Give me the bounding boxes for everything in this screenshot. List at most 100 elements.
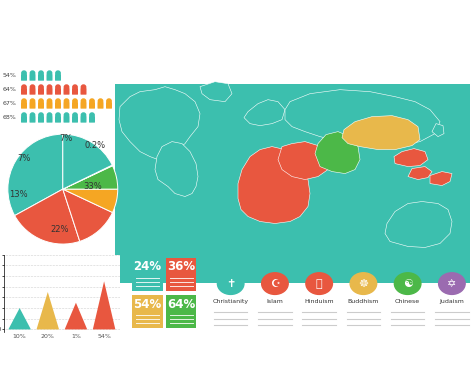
Polygon shape xyxy=(155,142,198,197)
FancyBboxPatch shape xyxy=(29,74,36,81)
FancyBboxPatch shape xyxy=(72,116,78,123)
Text: 64%: 64% xyxy=(3,87,17,92)
FancyBboxPatch shape xyxy=(38,102,44,108)
Text: 54%: 54% xyxy=(3,73,17,78)
FancyBboxPatch shape xyxy=(29,102,36,108)
Text: ✡: ✡ xyxy=(447,279,456,289)
Text: 67%: 67% xyxy=(3,101,17,106)
FancyBboxPatch shape xyxy=(81,102,86,108)
Circle shape xyxy=(56,71,60,75)
FancyBboxPatch shape xyxy=(72,102,78,108)
Circle shape xyxy=(47,71,52,75)
Text: VectorStock.com/14745865: VectorStock.com/14745865 xyxy=(344,351,460,360)
Text: 7%: 7% xyxy=(59,134,72,143)
Circle shape xyxy=(218,273,244,294)
Text: Christianity: Christianity xyxy=(213,299,249,304)
Polygon shape xyxy=(408,166,432,180)
Circle shape xyxy=(30,71,35,75)
Circle shape xyxy=(39,71,43,75)
Circle shape xyxy=(73,99,77,103)
Circle shape xyxy=(82,99,86,103)
Circle shape xyxy=(30,85,35,89)
Text: 22%: 22% xyxy=(51,225,69,234)
Text: 64%: 64% xyxy=(167,297,195,311)
FancyBboxPatch shape xyxy=(132,258,163,291)
Wedge shape xyxy=(63,134,112,189)
Circle shape xyxy=(73,113,77,117)
FancyBboxPatch shape xyxy=(46,88,53,95)
Polygon shape xyxy=(238,146,310,224)
Circle shape xyxy=(438,273,465,294)
Text: Judaism: Judaism xyxy=(439,299,465,304)
Text: ✝: ✝ xyxy=(226,279,236,289)
Circle shape xyxy=(22,71,26,75)
Polygon shape xyxy=(278,142,332,180)
Circle shape xyxy=(39,99,43,103)
FancyBboxPatch shape xyxy=(64,116,70,123)
Text: 68%: 68% xyxy=(3,115,17,120)
Circle shape xyxy=(22,85,26,89)
Text: WORLD RELIGIONS: WORLD RELIGIONS xyxy=(0,14,168,29)
Wedge shape xyxy=(8,134,63,215)
Polygon shape xyxy=(315,132,360,173)
Circle shape xyxy=(98,99,103,103)
Polygon shape xyxy=(93,281,115,330)
Circle shape xyxy=(47,99,52,103)
Text: 7%: 7% xyxy=(18,154,31,162)
Wedge shape xyxy=(63,189,118,213)
FancyBboxPatch shape xyxy=(106,102,112,108)
FancyBboxPatch shape xyxy=(21,88,27,95)
FancyBboxPatch shape xyxy=(29,88,36,95)
Polygon shape xyxy=(119,87,200,159)
Polygon shape xyxy=(430,172,452,186)
Text: Chinese: Chinese xyxy=(395,299,420,304)
FancyBboxPatch shape xyxy=(46,102,53,108)
Circle shape xyxy=(350,273,377,294)
Text: 33%: 33% xyxy=(83,182,102,191)
Circle shape xyxy=(56,113,60,117)
Polygon shape xyxy=(9,308,31,330)
Circle shape xyxy=(394,273,421,294)
Circle shape xyxy=(262,273,288,294)
Text: 10%: 10% xyxy=(13,334,27,339)
Circle shape xyxy=(30,113,35,117)
Circle shape xyxy=(39,113,43,117)
Circle shape xyxy=(306,273,332,294)
Text: 54%: 54% xyxy=(133,297,162,311)
FancyBboxPatch shape xyxy=(132,295,163,328)
FancyBboxPatch shape xyxy=(89,102,95,108)
Text: Islam: Islam xyxy=(266,299,283,304)
Circle shape xyxy=(73,85,77,89)
FancyBboxPatch shape xyxy=(72,88,78,95)
FancyBboxPatch shape xyxy=(21,102,27,108)
Wedge shape xyxy=(63,189,112,241)
Circle shape xyxy=(47,85,52,89)
FancyBboxPatch shape xyxy=(55,88,61,95)
FancyBboxPatch shape xyxy=(98,102,103,108)
FancyBboxPatch shape xyxy=(55,74,61,81)
FancyBboxPatch shape xyxy=(38,116,44,123)
Wedge shape xyxy=(63,165,112,189)
FancyBboxPatch shape xyxy=(64,88,70,95)
Text: INFOGRAPHICS: INFOGRAPHICS xyxy=(171,14,296,29)
Polygon shape xyxy=(394,149,428,166)
Circle shape xyxy=(22,99,26,103)
Circle shape xyxy=(47,113,52,117)
FancyBboxPatch shape xyxy=(81,88,86,95)
FancyBboxPatch shape xyxy=(21,74,27,81)
Circle shape xyxy=(64,99,69,103)
FancyBboxPatch shape xyxy=(81,116,86,123)
Text: 1%: 1% xyxy=(71,334,81,339)
Polygon shape xyxy=(432,124,444,137)
Text: ☯: ☯ xyxy=(402,279,413,289)
Text: Buddhism: Buddhism xyxy=(348,299,379,304)
Circle shape xyxy=(107,99,111,103)
Text: ॐ: ॐ xyxy=(316,279,322,289)
Circle shape xyxy=(82,113,86,117)
FancyBboxPatch shape xyxy=(166,258,196,291)
Polygon shape xyxy=(385,201,452,248)
FancyBboxPatch shape xyxy=(64,102,70,108)
Circle shape xyxy=(90,113,94,117)
Text: 36%: 36% xyxy=(167,261,195,273)
FancyBboxPatch shape xyxy=(29,116,36,123)
